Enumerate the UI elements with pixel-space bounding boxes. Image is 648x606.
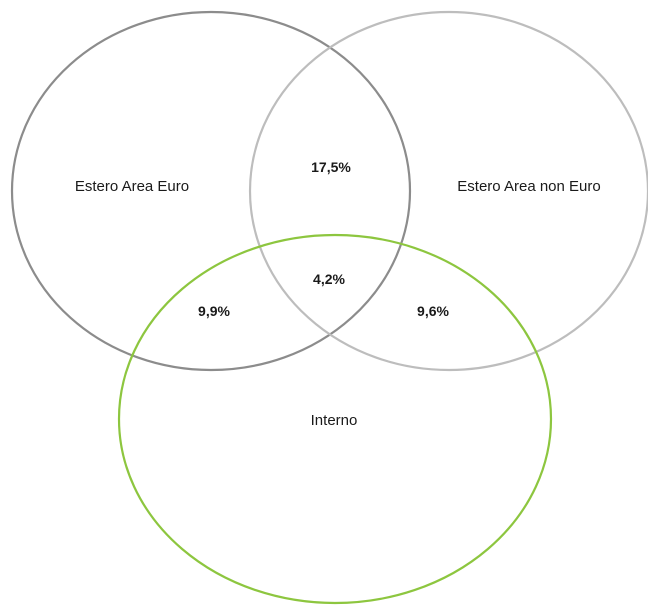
circle-estero-area-non-euro — [248, 10, 648, 372]
pct-euro-interno: 9,9% — [198, 303, 230, 319]
circle-estero-area-euro — [10, 10, 412, 372]
label-estero-area-non-euro: Estero Area non Euro — [457, 178, 600, 195]
pct-euro-non-euro: 17,5% — [311, 159, 351, 175]
circle-interno — [117, 233, 553, 605]
label-estero-area-euro: Estero Area Euro — [75, 178, 189, 195]
pct-non-euro-interno: 9,6% — [417, 303, 449, 319]
pct-all-three: 4,2% — [313, 271, 345, 287]
label-interno: Interno — [311, 412, 358, 429]
